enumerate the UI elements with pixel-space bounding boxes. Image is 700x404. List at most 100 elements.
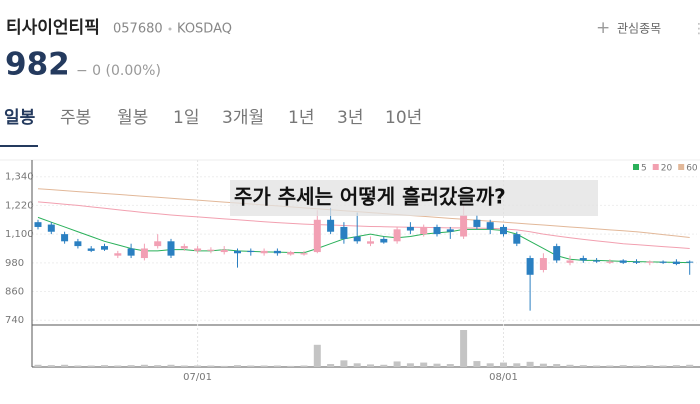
y-tick-label: 860 [5,287,24,298]
volume-bar [633,365,640,367]
candle-body [672,261,680,265]
volume-bar [393,361,401,367]
menu-icon[interactable]: ⋮ [692,21,700,37]
candle-body [646,261,654,263]
volume-bar [446,364,454,367]
candle-body [500,226,507,235]
legend-swatch [678,164,685,170]
candle-body [380,238,388,243]
volume-bar [486,363,494,367]
candle-body [513,234,521,244]
volume-bar [87,365,95,367]
separator [168,27,172,31]
candle-body [74,241,82,247]
plus-icon[interactable]: + [596,18,610,38]
volume-bar [74,365,82,367]
y-tick-label: 740 [5,315,24,326]
volume-bar [61,364,69,367]
volume-bar [420,362,428,367]
candle-body [566,260,574,263]
candle-body [287,252,295,255]
chart: 740 860 980 1,100 1,220 1,340 07/01 08/01 5 20 60 주… [0,159,700,383]
volume-bar [672,365,680,367]
candle-body [247,250,255,253]
price-change: − 0 (0.00%) [76,63,161,79]
volume-bar [273,365,281,367]
tab[interactable]: 1년 [288,108,314,128]
watch-button[interactable]: 관심종목 [617,22,661,36]
volume-bar [380,364,388,367]
candle-body [300,253,308,255]
volume-bar [313,344,321,367]
volume-bar [114,365,122,367]
candle-body [327,219,335,232]
candle-body [180,246,188,249]
legend-swatch [633,164,639,170]
candle-body [446,229,454,232]
volume-bar [406,363,414,367]
x-tick-label: 08/01 [489,372,518,383]
volume-bar [327,364,335,367]
volume-bar [686,364,694,367]
y-tick-label: 1,100 [5,229,34,240]
y-tick-label: 980 [5,258,24,269]
tab[interactable]: 3년 [337,108,363,128]
candle-body [194,248,202,251]
candle-body [619,260,627,263]
tab[interactable]: 일봉 [4,108,36,128]
volume-bar [353,363,361,367]
candle-body [539,258,547,270]
candle-body [313,219,321,253]
legend-label: 60 [686,164,698,174]
volume-bar [127,365,135,367]
candle-body [140,248,148,259]
volume-bar [460,330,468,367]
candle-body [167,241,175,256]
tab[interactable]: 1일 [173,108,199,128]
candle-body [353,236,361,242]
volume-bar [287,365,295,367]
candle-body [273,250,281,254]
volume-bar [247,365,255,367]
candle-body [553,246,561,261]
candle-body [393,229,401,242]
candle-body [686,261,694,263]
volume-bar [300,365,308,367]
volume-bar [140,364,148,367]
candle-body [154,241,162,247]
candle-body [101,246,108,250]
tab[interactable]: 주봉 [60,108,91,128]
candle-body [633,261,640,263]
candle-body [486,222,494,230]
candle-body [61,234,69,242]
volume-bar [180,365,188,367]
candle-body [526,258,534,275]
candle-body [593,260,601,262]
legend-swatch [652,164,659,170]
volume-bar [47,365,55,367]
candle-body [114,253,122,256]
volume-bar [101,365,108,367]
volume-bar [513,363,521,367]
candle-body [579,258,587,261]
y-tick-label: 1,220 [5,200,34,211]
volume-bar [553,364,561,367]
tab[interactable]: 월봉 [117,108,148,128]
volume-bar [526,361,534,367]
volume-bar [207,365,215,367]
market: KOSDAQ [177,22,232,37]
stock-name: 티사이언티픽 [6,18,100,38]
volume-bar [34,364,42,367]
moving-average [37,201,690,249]
tab[interactable]: 10년 [385,108,422,128]
legend-label: 5 [641,164,647,174]
candle-body [473,219,481,227]
tab[interactable]: 3개월 [222,108,264,128]
candle-body [207,249,215,251]
candle-body [260,250,268,254]
candle-body [420,226,428,235]
volume-bar [619,365,627,367]
volume-bar [593,365,601,367]
candle-body [34,222,42,227]
candle-body [47,224,55,232]
